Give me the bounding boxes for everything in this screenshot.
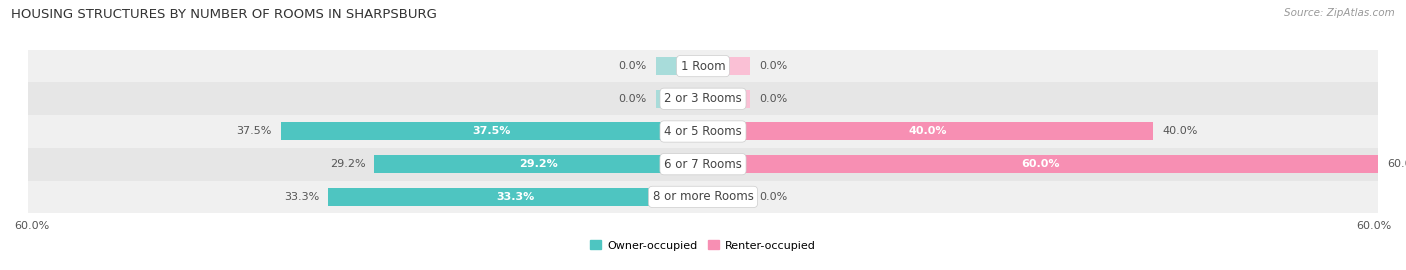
Text: 4 or 5 Rooms: 4 or 5 Rooms xyxy=(664,125,742,138)
Text: 8 or more Rooms: 8 or more Rooms xyxy=(652,190,754,203)
Text: Source: ZipAtlas.com: Source: ZipAtlas.com xyxy=(1284,8,1395,18)
Bar xyxy=(28,50,1378,82)
Text: 40.0%: 40.0% xyxy=(1163,126,1198,136)
Bar xyxy=(28,82,1378,115)
Bar xyxy=(28,115,1378,148)
Text: 60.0%: 60.0% xyxy=(1357,221,1392,231)
Text: 2 or 3 Rooms: 2 or 3 Rooms xyxy=(664,92,742,105)
Bar xyxy=(703,57,751,75)
Text: 33.3%: 33.3% xyxy=(496,192,534,202)
Bar xyxy=(328,188,703,206)
Bar xyxy=(703,188,751,206)
Text: 60.0%: 60.0% xyxy=(1388,159,1406,169)
Bar xyxy=(374,155,703,173)
Text: 6 or 7 Rooms: 6 or 7 Rooms xyxy=(664,158,742,171)
Text: HOUSING STRUCTURES BY NUMBER OF ROOMS IN SHARPSBURG: HOUSING STRUCTURES BY NUMBER OF ROOMS IN… xyxy=(11,8,437,21)
Text: 1 Room: 1 Room xyxy=(681,60,725,73)
Legend: Owner-occupied, Renter-occupied: Owner-occupied, Renter-occupied xyxy=(586,236,820,255)
Bar xyxy=(28,181,1378,213)
Text: 0.0%: 0.0% xyxy=(759,61,787,71)
Text: 37.5%: 37.5% xyxy=(236,126,271,136)
Text: 0.0%: 0.0% xyxy=(619,94,647,104)
Bar xyxy=(655,90,703,108)
Text: 29.2%: 29.2% xyxy=(329,159,366,169)
Text: 29.2%: 29.2% xyxy=(519,159,558,169)
Text: 0.0%: 0.0% xyxy=(759,94,787,104)
Text: 40.0%: 40.0% xyxy=(908,126,948,136)
Text: 0.0%: 0.0% xyxy=(619,61,647,71)
Bar xyxy=(703,155,1378,173)
Bar xyxy=(703,90,751,108)
Bar xyxy=(655,57,703,75)
Text: 0.0%: 0.0% xyxy=(759,192,787,202)
Text: 33.3%: 33.3% xyxy=(284,192,319,202)
Text: 60.0%: 60.0% xyxy=(14,221,49,231)
Text: 60.0%: 60.0% xyxy=(1022,159,1060,169)
Bar xyxy=(281,123,703,140)
Bar xyxy=(703,123,1153,140)
Bar xyxy=(28,148,1378,181)
Text: 37.5%: 37.5% xyxy=(472,126,512,136)
